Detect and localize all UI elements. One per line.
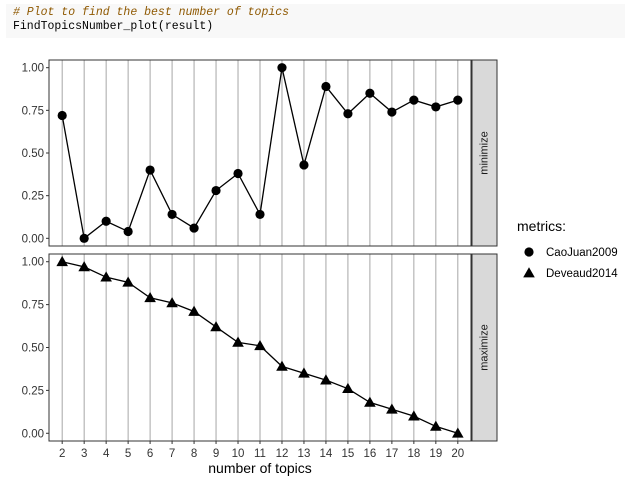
point-triangle	[342, 382, 354, 394]
point-triangle	[452, 427, 464, 438]
legend-key-triangle	[523, 267, 535, 278]
x-tick-label: 18	[407, 448, 420, 460]
x-tick-label: 3	[81, 448, 87, 460]
point-circle	[167, 209, 177, 220]
point-triangle	[408, 410, 420, 421]
y-tick-label: 0.50	[22, 148, 44, 160]
point-circle	[145, 165, 155, 175]
legend-label: CaoJuan2009	[546, 247, 618, 259]
point-triangle	[320, 374, 332, 385]
facet-strip-label: maximize	[478, 324, 490, 370]
facet-strip	[471, 253, 498, 442]
point-circle	[233, 168, 243, 179]
x-tick-label: 20	[451, 448, 464, 460]
x-tick-label: 2	[59, 448, 65, 460]
point-circle	[453, 95, 463, 105]
x-tick-label: 7	[169, 448, 175, 460]
legend-title: metrics:	[517, 218, 566, 234]
point-triangle	[56, 255, 68, 267]
x-tick-label: 16	[363, 448, 376, 460]
y-tick-label: 0.25	[22, 385, 44, 397]
point-circle	[211, 185, 221, 196]
x-tick-label: 13	[298, 448, 311, 460]
x-tick-label: 9	[213, 448, 219, 460]
code-comment: # Plot to find the best number of topics	[13, 6, 290, 19]
legend-label: Deveaud2014	[546, 268, 618, 280]
point-circle	[409, 95, 419, 105]
legend-key-circle	[524, 247, 534, 257]
point-triangle	[364, 396, 376, 407]
y-tick-label: 0.00	[22, 233, 44, 245]
point-triangle	[144, 291, 156, 303]
point-triangle	[232, 336, 244, 347]
point-circle	[255, 209, 265, 220]
point-circle	[343, 109, 353, 119]
y-tick-label: 0.00	[22, 428, 44, 440]
point-circle	[101, 216, 111, 226]
point-triangle	[276, 360, 288, 371]
x-axis-title: number of topics	[208, 460, 312, 476]
y-tick-label: 0.75	[22, 300, 44, 312]
x-tick-label: 4	[103, 448, 110, 460]
x-tick-label: 11	[254, 448, 266, 460]
y-tick-label: 1.00	[22, 63, 44, 75]
y-tick-label: 0.50	[22, 343, 44, 355]
point-circle	[321, 81, 331, 92]
point-circle	[431, 102, 441, 112]
point-triangle	[254, 339, 266, 351]
x-tick-label: 10	[232, 448, 245, 460]
point-triangle	[100, 271, 112, 282]
point-triangle	[210, 321, 222, 332]
point-circle	[57, 110, 67, 121]
y-tick-label: 0.75	[22, 105, 44, 117]
point-triangle	[166, 297, 178, 308]
x-tick-label: 8	[191, 448, 197, 460]
point-circle	[79, 233, 89, 243]
panel-minimize: 0.00 0.25 0.50 0.75 1.00 minimize	[22, 59, 498, 247]
point-circle	[189, 223, 199, 233]
point-triangle	[122, 276, 134, 287]
facet-strip	[471, 59, 498, 247]
y-tick-label: 1.00	[22, 257, 44, 269]
panel-border	[48, 59, 472, 247]
x-tick-label: 6	[147, 448, 153, 460]
chart-panels: 0.00 0.25 0.50 0.75 1.00 minimize 0.00 0.25 0.50…	[22, 59, 498, 442]
point-circle	[365, 88, 375, 98]
x-tick-label: 5	[125, 448, 131, 460]
code-block: # Plot to find the best number of topics…	[6, 4, 625, 38]
x-tick-label: 14	[320, 448, 333, 460]
x-tick-label: 19	[429, 448, 442, 460]
facet-strip-label: minimize	[478, 131, 490, 174]
point-circle	[387, 107, 397, 117]
point-triangle	[188, 305, 200, 316]
point-circle	[123, 226, 133, 237]
x-axis: 2 3 4 5 6 7 8 9 10 11 12 13 14 15 16 17 18 19 20	[59, 441, 464, 460]
x-tick-label: 12	[276, 448, 289, 460]
point-triangle	[78, 261, 90, 272]
x-tick-label: 17	[385, 448, 398, 460]
code-line: FindTopicsNumber_plot(result)	[13, 20, 214, 33]
panel-maximize: 0.00 0.25 0.50 0.75 1.00 maximize	[22, 253, 498, 442]
point-circle	[299, 160, 309, 170]
point-triangle	[430, 420, 442, 431]
x-tick-label: 15	[342, 448, 355, 460]
point-triangle	[298, 367, 310, 378]
y-tick-label: 0.25	[22, 191, 44, 203]
point-circle	[277, 63, 287, 73]
legend: metrics: CaoJuan2009 Deveaud2014	[517, 218, 618, 280]
point-triangle	[386, 403, 398, 414]
